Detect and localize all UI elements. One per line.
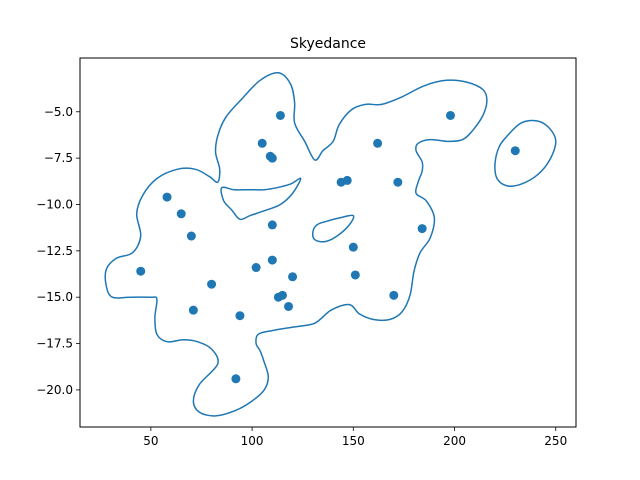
data-point: [136, 266, 146, 276]
x-tick-label: 200: [443, 434, 466, 448]
data-point: [284, 301, 294, 311]
x-tick-label: 50: [143, 434, 158, 448]
density-contour-2: [311, 214, 355, 243]
density-contour-1: [220, 177, 302, 221]
data-point: [348, 242, 358, 252]
data-point: [417, 224, 427, 234]
data-point: [207, 279, 217, 289]
data-point: [510, 146, 520, 156]
density-contour-0: [104, 72, 488, 417]
density-contour-3: [494, 119, 557, 188]
data-point: [162, 192, 172, 202]
y-tick-label: −15.0: [36, 290, 73, 304]
data-point: [393, 177, 403, 187]
data-point: [176, 209, 186, 219]
data-point: [445, 110, 455, 120]
point-layer: [136, 110, 520, 384]
x-axis: 50 100 150 200 250: [143, 427, 567, 448]
y-tick-label: −17.5: [36, 337, 73, 351]
x-tick-label: 250: [544, 434, 567, 448]
data-point: [267, 153, 277, 163]
data-point: [342, 175, 352, 185]
plot-frame: [79, 57, 577, 428]
y-tick-label: −7.5: [44, 151, 73, 165]
data-point: [231, 374, 241, 384]
data-point: [267, 255, 277, 265]
data-point: [350, 270, 360, 280]
chart-title: Skyedance: [290, 36, 366, 52]
data-point: [188, 305, 198, 315]
data-point: [235, 311, 245, 321]
data-point: [267, 220, 277, 230]
y-tick-label: −5.0: [44, 105, 73, 119]
data-point: [288, 272, 298, 282]
data-point: [277, 290, 287, 300]
data-point: [275, 110, 285, 120]
x-tick-label: 100: [241, 434, 264, 448]
y-tick-label: −12.5: [36, 244, 73, 258]
y-tick-label: −20.0: [36, 383, 73, 397]
x-tick-label: 150: [342, 434, 365, 448]
data-point: [186, 231, 196, 241]
y-tick-label: −10.0: [36, 197, 73, 211]
data-point: [389, 290, 399, 300]
contour-layer: [104, 72, 557, 417]
data-point: [257, 138, 267, 148]
data-point: [251, 263, 261, 273]
data-point: [373, 138, 383, 148]
y-axis: −20.0 −17.5 −15.0 −12.5 −10.0 −7.5 −5.0: [36, 105, 80, 397]
